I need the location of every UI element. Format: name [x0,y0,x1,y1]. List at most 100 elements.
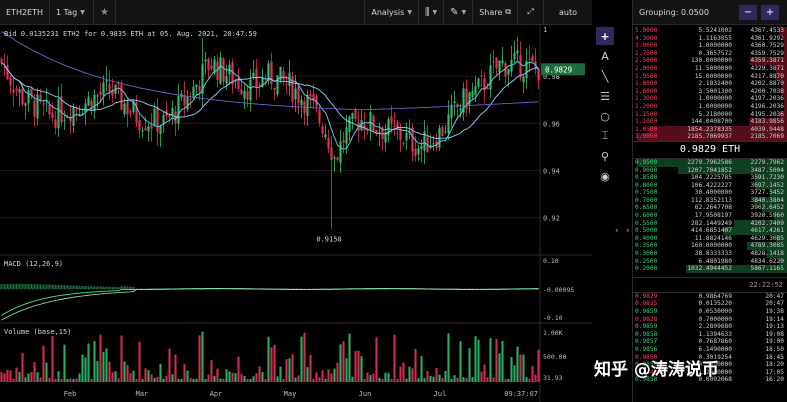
bracket-tool-icon[interactable]: ⌶ [601,129,609,142]
ask-row[interactable]: 1.8000 2.1832400 4202.8870 [633,80,787,88]
candle-body [105,80,108,83]
add-indicator-button[interactable]: + [596,27,614,45]
bid-row[interactable]: 0.3000 38.8333333 4828.1418 [633,250,787,258]
volume-bar [339,344,342,382]
volume-bar [381,378,384,382]
ask-row[interactable]: 1.2000 1.0000000 4196.2036 [633,102,787,111]
collapse-right-icon[interactable]: › [626,226,630,236]
price-chart[interactable]: Bid 0.0135231 ETH2 for 0.9835 ETH at 05.… [0,25,592,402]
volume-bar [33,362,36,382]
bid-amount: 112.8352113 [691,196,732,204]
grouping-minus-button[interactable]: − [739,4,757,20]
candle-body [282,70,285,80]
interval-selector[interactable]: 1 Tag ▼ [50,0,94,25]
macd-histogram-bar [24,283,27,289]
bid-row[interactable]: 0.5500 282.1449249 4202.7409 [633,219,787,228]
volume-bar [273,344,276,382]
ask-row[interactable]: 1.0000 2185.7069937 2185.7069 [633,133,787,141]
chart-type-menu[interactable]: ⫼ ▼ [419,0,445,25]
bid-row[interactable]: 0.6000 17.9508197 3920.5960 [633,212,787,220]
bid-row[interactable]: 0.8500 104.2225785 3591.7230 [633,174,787,182]
candle-body [111,89,114,96]
favorite-button[interactable]: ★ [94,0,116,25]
analysis-menu[interactable]: Analysis ▼ [364,0,419,25]
bid-row[interactable]: 0.6500 62.2647708 3902.6452 [633,204,787,213]
macd-panel [0,283,540,321]
ask-row[interactable]: 2.5000 130.0000000 4359.3871 [633,57,787,65]
scale-auto-button[interactable]: auto [544,0,592,25]
macd-histogram-bar [384,288,387,290]
candle-body [264,81,267,83]
volume-bar [225,369,228,382]
candle-body [108,84,111,93]
bid-row[interactable]: 0.3500 160.0000000 4789.3085 [633,242,787,251]
ask-row[interactable]: 3.0000 1.0000000 4360.7529 [633,42,787,50]
candle-body [306,94,309,117]
candle-body [153,108,156,126]
volume-bar [180,378,183,382]
bid-amount: 1032.4944452 [687,265,732,273]
bid-row[interactable]: 0.5000 414.6851407 4617.4261 [633,227,787,235]
candle-body [441,126,444,137]
candle-body [60,96,63,123]
chart-canvas[interactable]: Bid 0.0135231 ETH2 for 0.9835 ETH at 05.… [0,25,592,402]
candle-body [159,126,162,134]
candle-body [270,61,273,85]
symbol-label: ETH2ETH [6,7,44,17]
ask-row[interactable]: 1.3000 1.0000000 4197.2036 [633,95,787,103]
ask-row[interactable]: 4.3000 1.1163055 4361.9292 [633,34,787,43]
bid-row[interactable]: 0.2000 1032.4944452 5867.1165 [633,265,787,273]
ask-row[interactable]: 1.1000 144.0408700 4183.9856 [633,118,787,126]
bid-row[interactable]: 0.8000 106.4222227 3697.1452 [633,181,787,190]
candle-body [213,59,216,74]
ask-row[interactable]: 1.6000 3.5001300 4200.7038 [633,87,787,96]
ask-row[interactable]: 1.1500 5.2180000 4195.2036 [633,110,787,119]
depth-bar [783,102,787,111]
volume-bar [93,341,96,382]
ask-row[interactable]: 2.0000 11.5000000 4229.3871 [633,64,787,73]
macd-histogram-bar [60,285,63,289]
ask-row[interactable]: 5.0000 5.5241002 4367.4533 [633,27,787,35]
circle-tool-icon[interactable]: ○ [600,109,610,123]
ask-row[interactable]: 2.7500 0.3657572 4359.7529 [633,49,787,58]
bid-row[interactable]: 0.9500 2279.7962586 2279.7962 [633,158,787,167]
candle-body [129,111,132,113]
month-label: May [284,390,297,398]
candle-body [504,63,507,77]
macd-histogram-bar [102,286,105,289]
text-tool-icon[interactable]: A [601,49,609,63]
draw-tool-menu[interactable]: ✎ ▼ [444,0,474,25]
grouping-plus-button[interactable]: + [761,4,779,20]
trendline-tool-icon[interactable]: ╲ [601,69,609,83]
ask-total: 4359.3871 [750,57,784,65]
bid-row[interactable]: 0.2500 6.4801980 4834.6220 [633,257,787,266]
bid-row[interactable]: 0.7500 30.4000000 3727.5452 [633,189,787,197]
collapse-left-icon[interactable]: ‹ [615,226,619,236]
trade-price: 0.9857 [635,338,658,346]
candle-body [327,137,330,149]
ask-price: 2.0000 [635,64,658,72]
share-label: Share [479,7,503,17]
eye-icon[interactable]: ◉ [600,169,610,183]
macd-histogram-bar [99,286,102,289]
fullscreen-button[interactable]: ⤢ [518,0,544,25]
month-label: Jun [359,390,372,398]
ask-amount: 1.1163055 [698,34,732,42]
macd-histogram-bar [21,283,24,289]
macd-histogram-bar [81,285,84,289]
node-tool-icon[interactable]: ⚲ [600,149,610,163]
bid-row[interactable]: 0.9000 1207.7041852 3487.5004 [633,166,787,175]
horizontal-lines-icon[interactable]: ☰ [600,89,610,103]
depth-bar [779,110,787,119]
bid-row[interactable]: 0.4000 11.8824146 4629.3085 [633,234,787,243]
symbol-selector[interactable]: ETH2ETH [0,0,50,25]
volume-bar [285,359,288,382]
price-axis-label: 0.92 [543,215,560,223]
candle-body [87,96,90,106]
ask-row[interactable]: 1.9500 15.0000000 4217.8870 [633,72,787,81]
ask-row[interactable]: 1.0500 1854.2378335 4039.9448 [633,125,787,134]
share-button[interactable]: Share ⧉ [473,0,518,25]
macd-histogram-bar [120,286,123,289]
bid-row[interactable]: 0.7000 112.8352113 3840.3804 [633,196,787,205]
trade-price: 0.9856 [635,345,658,353]
